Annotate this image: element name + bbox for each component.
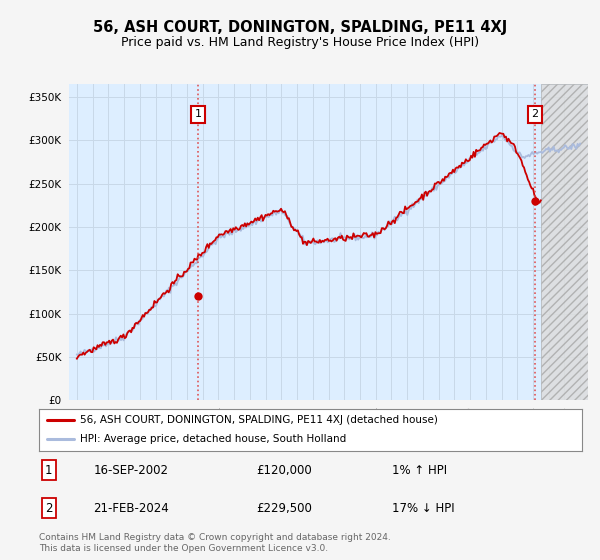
Text: £229,500: £229,500 [256, 502, 312, 515]
Text: HPI: Average price, detached house, South Holland: HPI: Average price, detached house, Sout… [80, 435, 346, 445]
Text: Price paid vs. HM Land Registry's House Price Index (HPI): Price paid vs. HM Land Registry's House … [121, 36, 479, 49]
Text: 1: 1 [45, 464, 53, 477]
Text: 2: 2 [45, 502, 53, 515]
Text: 17% ↓ HPI: 17% ↓ HPI [392, 502, 455, 515]
Text: 1: 1 [195, 109, 202, 119]
Text: 1% ↑ HPI: 1% ↑ HPI [392, 464, 447, 477]
Text: 2: 2 [532, 109, 539, 119]
Text: 56, ASH COURT, DONINGTON, SPALDING, PE11 4XJ (detached house): 56, ASH COURT, DONINGTON, SPALDING, PE11… [80, 415, 437, 425]
Text: £120,000: £120,000 [256, 464, 312, 477]
Text: 16-SEP-2002: 16-SEP-2002 [94, 464, 168, 477]
Text: 56, ASH COURT, DONINGTON, SPALDING, PE11 4XJ: 56, ASH COURT, DONINGTON, SPALDING, PE11… [93, 20, 507, 35]
Text: Contains HM Land Registry data © Crown copyright and database right 2024.
This d: Contains HM Land Registry data © Crown c… [39, 533, 391, 553]
Bar [541, 84, 588, 400]
Text: 21-FEB-2024: 21-FEB-2024 [94, 502, 169, 515]
